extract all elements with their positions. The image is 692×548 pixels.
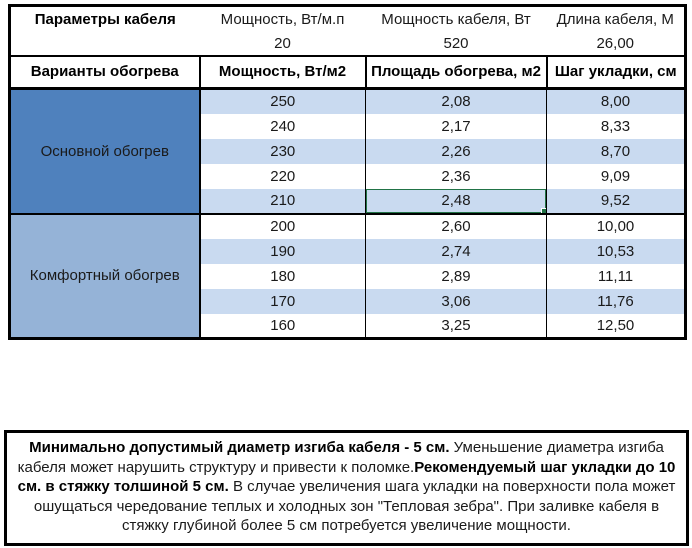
cell-area[interactable]: 2,60 <box>365 212 547 239</box>
selected-cell[interactable]: 2,48 <box>365 188 547 214</box>
table-row: 160 3,25 12,50 <box>10 313 686 339</box>
cell-step[interactable]: 8,33 <box>546 113 686 139</box>
cell-area[interactable]: 3,06 <box>365 288 547 314</box>
cell-step[interactable]: 10,00 <box>546 212 686 239</box>
variants-header-cell[interactable]: Варианты обогрева <box>9 55 200 90</box>
cell-power[interactable]: 220 <box>198 163 366 189</box>
table-row: 210 2,48 9,52 <box>10 188 686 214</box>
cell-step[interactable]: 8,00 <box>546 88 686 114</box>
power-per-m-label-cell[interactable]: Мощность, Вт/м.п <box>220 11 345 29</box>
note-segment: Уменьшение диаметра изгиба кабеля может … <box>17 439 664 476</box>
table-row: Комфортный обогрев 200 2,60 10,00 <box>9 212 686 339</box>
cell-area[interactable]: 2,17 <box>365 113 547 139</box>
grid-header-row: Варианты обогрева Мощность, Вт/м2 Площад… <box>9 55 686 90</box>
cell-power[interactable]: 250 <box>198 88 366 114</box>
note-box: Минимально допустимый диаметр изгиба каб… <box>4 430 689 546</box>
table-row: Основной обогрев 250 2,08 8,00 <box>9 88 686 215</box>
cell-area[interactable]: 2,89 <box>365 263 547 289</box>
selected-cell-value: 2,48 <box>441 192 471 209</box>
note-segment: В случае увеличения шага укладки на пове… <box>33 478 676 534</box>
cell-area[interactable]: 2,08 <box>365 88 547 114</box>
cell-step[interactable]: 8,70 <box>546 138 686 164</box>
cable-length-label-cell[interactable]: Длина кабеля, М <box>556 11 674 29</box>
empty-cell[interactable] <box>9 32 200 57</box>
section-label-main[interactable]: Основной обогрев <box>9 88 201 215</box>
params-label-row: Параметры кабеля Мощность, Вт/м.п Мощнос… <box>10 6 686 33</box>
cable-parameters-table: Параметры кабеля Мощность, Вт/м.п Мощнос… <box>8 4 687 340</box>
cell-step[interactable]: 9,09 <box>546 163 686 189</box>
step-header-cell[interactable]: Шаг укладки, см <box>545 55 686 90</box>
note-segment: Рекомендуемый шаг укладки до 10 см. в ст… <box>17 458 676 496</box>
cell-step[interactable]: 10,53 <box>546 238 686 264</box>
cell-step[interactable]: 11,76 <box>546 288 686 314</box>
cell-area[interactable]: 3,25 <box>365 313 547 339</box>
cable-power-label-cell[interactable]: Мощность кабеля, Вт <box>381 11 531 29</box>
cell-step[interactable]: 11,11 <box>546 263 686 289</box>
cable-power-value-cell[interactable]: 520 <box>365 32 547 57</box>
cell-power[interactable]: 230 <box>198 138 366 164</box>
table-row: 230 2,26 8,70 <box>10 138 686 164</box>
table-row: 170 3,06 11,76 <box>10 288 686 314</box>
power-per-m-value-cell[interactable]: 20 <box>199 32 366 57</box>
cell-power[interactable]: 190 <box>198 238 366 264</box>
table-row: 240 2,17 8,33 <box>10 113 686 139</box>
cable-length-value-cell[interactable]: 26,00 <box>546 32 686 57</box>
cell-power[interactable]: 200 <box>198 212 366 239</box>
cell-area[interactable]: 2,26 <box>365 138 547 164</box>
params-value-row: 20 520 26,00 <box>9 32 686 57</box>
cell-power[interactable]: 170 <box>198 288 366 314</box>
cell-power[interactable]: 210 <box>198 188 366 214</box>
area-header-cell[interactable]: Площадь обогрева, м2 <box>364 55 547 90</box>
cell-step[interactable]: 12,50 <box>546 313 686 339</box>
cell-power[interactable]: 160 <box>198 313 366 339</box>
cell-power[interactable]: 180 <box>198 263 366 289</box>
section-label-comfort[interactable]: Комфортный обогрев <box>9 212 201 339</box>
cell-step[interactable]: 9,52 <box>546 188 686 214</box>
params-title-cell[interactable]: Параметры кабеля <box>34 11 176 29</box>
cell-area[interactable]: 2,74 <box>365 238 547 264</box>
cell-area[interactable]: 2,36 <box>365 163 547 189</box>
table-row: 190 2,74 10,53 <box>10 238 686 264</box>
fill-handle[interactable] <box>541 207 547 214</box>
power-header-cell[interactable]: Мощность, Вт/м2 <box>198 55 366 90</box>
table-row: 180 2,89 11,11 <box>10 263 686 289</box>
table-row: 220 2,36 9,09 <box>10 163 686 189</box>
cell-power[interactable]: 240 <box>198 113 366 139</box>
note-segment: Минимально допустимый диаметр изгиба каб… <box>29 439 450 456</box>
